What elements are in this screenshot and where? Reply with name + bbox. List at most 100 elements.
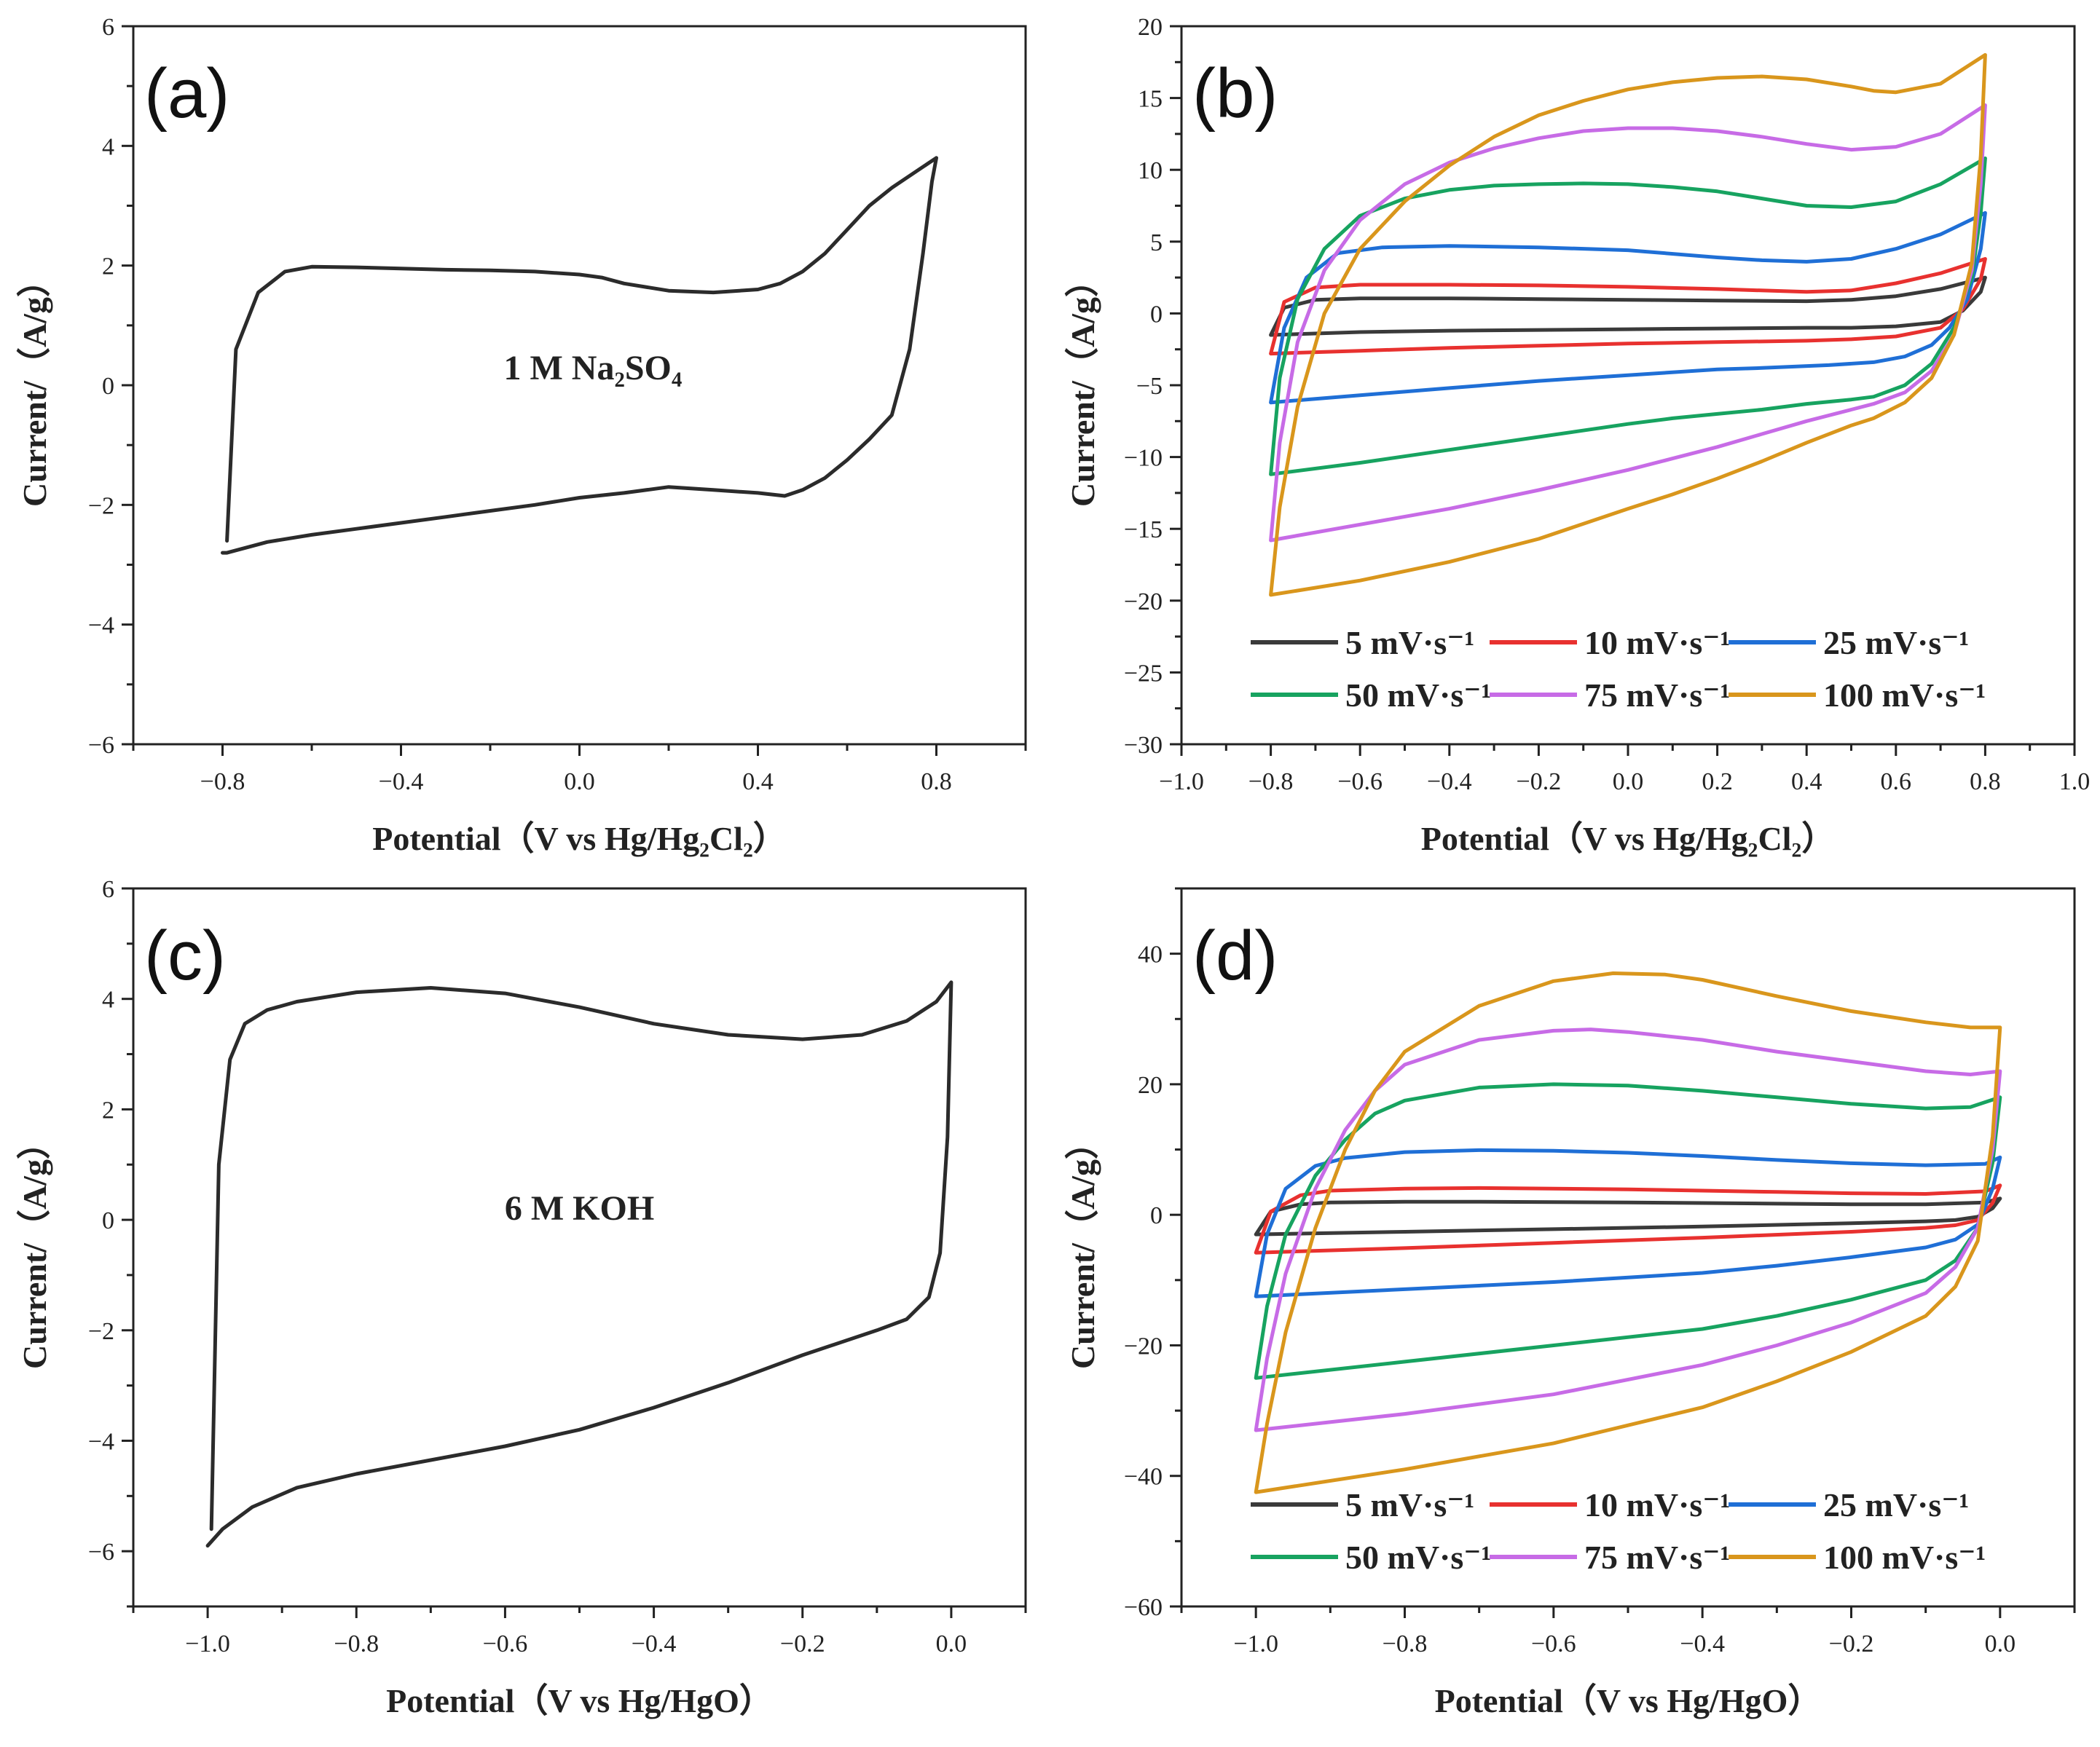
x-axis-title: Potential（V vs Hg/HgO） bbox=[1435, 1682, 1822, 1719]
cv-curve-75mVs bbox=[1269, 103, 1987, 543]
x-tick-label: −0.8 bbox=[334, 1630, 379, 1657]
y-axis-title: Current/（A/g） bbox=[16, 264, 53, 507]
cv-curve-10mVs bbox=[1269, 257, 1987, 356]
x-tick-label: 0.2 bbox=[1702, 768, 1733, 795]
y-tick-label: 20 bbox=[1138, 1072, 1163, 1099]
y-tick-label: −25 bbox=[1124, 660, 1163, 687]
cv-curve-50mVs bbox=[1254, 1082, 2002, 1380]
panel-b: −1.0 −0.8 −0.6 −0.4 −0.2 0.0 0.2 0.4 0.6 0.8 1.0 −3… bbox=[1064, 14, 2090, 857]
y-tick-label: 5 bbox=[1150, 229, 1163, 256]
y-tick-label: −60 bbox=[1124, 1594, 1163, 1621]
x-tick-label: −0.2 bbox=[1517, 768, 1562, 795]
y-tick-label: 20 bbox=[1138, 14, 1163, 41]
x-tick-label: −0.2 bbox=[1829, 1630, 1874, 1657]
legend-label: 10 mV·s⁻¹ bbox=[1584, 624, 1730, 661]
panel-a: −0.8 −0.4 0.0 0.4 0.8 −6 −4 −2 0 2 4 6 Potential（V v… bbox=[16, 14, 1027, 857]
panel-label: (a) bbox=[144, 55, 229, 133]
y-tick-label: −5 bbox=[1136, 373, 1163, 400]
x-tick-label: 0.0 bbox=[936, 1630, 967, 1657]
legend-label: 10 mV·s⁻¹ bbox=[1584, 1486, 1730, 1523]
x-tick-label: 0.6 bbox=[1881, 768, 1912, 795]
x-tick-label: −1.0 bbox=[1233, 1630, 1278, 1657]
y-tick-label: 40 bbox=[1138, 942, 1163, 969]
y-tick-label: −4 bbox=[88, 1428, 114, 1455]
y-tick-label: −6 bbox=[88, 1539, 114, 1566]
y-tick-label: −30 bbox=[1124, 732, 1163, 759]
x-tick-label: −1.0 bbox=[185, 1630, 230, 1657]
electrolyte-annotation: 1 M Na₂SO₄ bbox=[503, 349, 682, 387]
cv-curve-50mVs bbox=[1269, 156, 1987, 476]
x-tick-label: 0.8 bbox=[921, 768, 952, 795]
y-tick-label: 10 bbox=[1138, 157, 1163, 184]
legend: 5 mV·s⁻¹ 10 mV·s⁻¹ 25 mV·s⁻¹ 50 mV·s⁻¹ 75 mV… bbox=[1251, 1486, 1986, 1576]
panel-label: (c) bbox=[144, 917, 226, 995]
y-tick-label: −2 bbox=[88, 492, 114, 519]
x-tick-label: −0.4 bbox=[1427, 768, 1472, 795]
x-tick-label: 0.4 bbox=[742, 768, 774, 795]
x-tick-label: −0.6 bbox=[1531, 1630, 1576, 1657]
cv-curve-5mVs bbox=[1269, 275, 1987, 337]
legend-label: 25 mV·s⁻¹ bbox=[1823, 1486, 1969, 1523]
y-tick-label: 4 bbox=[102, 987, 114, 1014]
x-tick-label: −0.4 bbox=[379, 768, 424, 795]
legend: 5 mV·s⁻¹ 10 mV·s⁻¹ 25 mV·s⁻¹ 50 mV·s⁻¹ 75 mV… bbox=[1251, 624, 1986, 714]
x-tick-label: 0.4 bbox=[1791, 768, 1822, 795]
cv-curve-100mVs bbox=[1254, 971, 2002, 1494]
y-axis-title: Current/（A/g） bbox=[1064, 264, 1101, 507]
y-tick-label: 0 bbox=[102, 373, 114, 400]
x-tick-label: −0.2 bbox=[780, 1630, 825, 1657]
x-tick-label: 0.0 bbox=[1613, 768, 1644, 795]
y-tick-label: 2 bbox=[102, 253, 114, 280]
y-tick-label: 0 bbox=[102, 1207, 114, 1234]
panel-c: −1.0 −0.8 −0.6 −0.4 −0.2 0.0 −6 −4 −2 0 2 4 6 Potenti… bbox=[16, 876, 1027, 1719]
cv-curve-single bbox=[221, 156, 938, 555]
y-tick-label: −40 bbox=[1124, 1464, 1163, 1491]
legend-label: 5 mV·s⁻¹ bbox=[1345, 624, 1474, 661]
cv-curve-25mVs bbox=[1269, 210, 1987, 405]
legend-label: 100 mV·s⁻¹ bbox=[1823, 1539, 1986, 1576]
legend-label: 100 mV·s⁻¹ bbox=[1823, 677, 1986, 714]
y-tick-label: 2 bbox=[102, 1097, 114, 1124]
x-tick-label: 0.0 bbox=[564, 768, 595, 795]
y-tick-label: 6 bbox=[102, 876, 114, 903]
cv-curve-single bbox=[205, 980, 953, 1548]
x-tick-label: 0.0 bbox=[1985, 1630, 2016, 1657]
cv-curve-5mVs bbox=[1254, 1196, 2002, 1237]
y-tick-label: 4 bbox=[102, 133, 114, 160]
panel-d: −1.0 −0.8 −0.6 −0.4 −0.2 0.0 −60 −40 −20 0 20 40 Pot… bbox=[1064, 887, 2076, 1719]
x-tick-label: −0.8 bbox=[1248, 768, 1294, 795]
x-axis-title: Potential（V vs Hg/Hg₂Cl₂） bbox=[372, 820, 787, 857]
y-tick-label: 6 bbox=[102, 14, 114, 41]
x-axis-title: Potential（V vs Hg/HgO） bbox=[386, 1682, 773, 1719]
y-tick-label: −10 bbox=[1124, 445, 1163, 472]
y-tick-label: −2 bbox=[88, 1318, 114, 1345]
x-tick-label: −1.0 bbox=[1159, 768, 1204, 795]
x-tick-label: −0.4 bbox=[1680, 1630, 1725, 1657]
legend-label: 25 mV·s⁻¹ bbox=[1823, 624, 1969, 661]
y-tick-label: −20 bbox=[1124, 1333, 1163, 1360]
y-tick-label: −6 bbox=[88, 732, 114, 759]
legend-label: 75 mV·s⁻¹ bbox=[1584, 677, 1730, 714]
x-tick-label: −0.8 bbox=[1383, 1630, 1428, 1657]
y-tick-label: 15 bbox=[1138, 86, 1163, 113]
legend-label: 75 mV·s⁻¹ bbox=[1584, 1539, 1730, 1576]
y-tick-label: −20 bbox=[1124, 588, 1163, 615]
legend-label: 50 mV·s⁻¹ bbox=[1345, 1539, 1491, 1576]
legend-label: 5 mV·s⁻¹ bbox=[1345, 1486, 1474, 1523]
y-axis-title: Current/（A/g） bbox=[1064, 1126, 1101, 1369]
cv-curve-75mVs bbox=[1254, 1028, 2002, 1432]
y-tick-label: −15 bbox=[1124, 516, 1163, 543]
panel-label: (d) bbox=[1192, 917, 1278, 995]
cv-curve-100mVs bbox=[1269, 52, 1987, 597]
y-axis-title: Current/（A/g） bbox=[16, 1126, 53, 1369]
cv-curve-25mVs bbox=[1254, 1148, 2002, 1298]
x-axis-title: Potential（V vs Hg/Hg₂Cl₂） bbox=[1421, 820, 1836, 857]
x-tick-label: 1.0 bbox=[2059, 768, 2091, 795]
x-tick-label: −0.8 bbox=[200, 768, 245, 795]
x-tick-label: −0.6 bbox=[483, 1630, 528, 1657]
electrolyte-annotation: 6 M KOH bbox=[505, 1189, 654, 1228]
y-tick-label: −4 bbox=[88, 612, 114, 639]
y-tick-label: 0 bbox=[1150, 301, 1163, 328]
